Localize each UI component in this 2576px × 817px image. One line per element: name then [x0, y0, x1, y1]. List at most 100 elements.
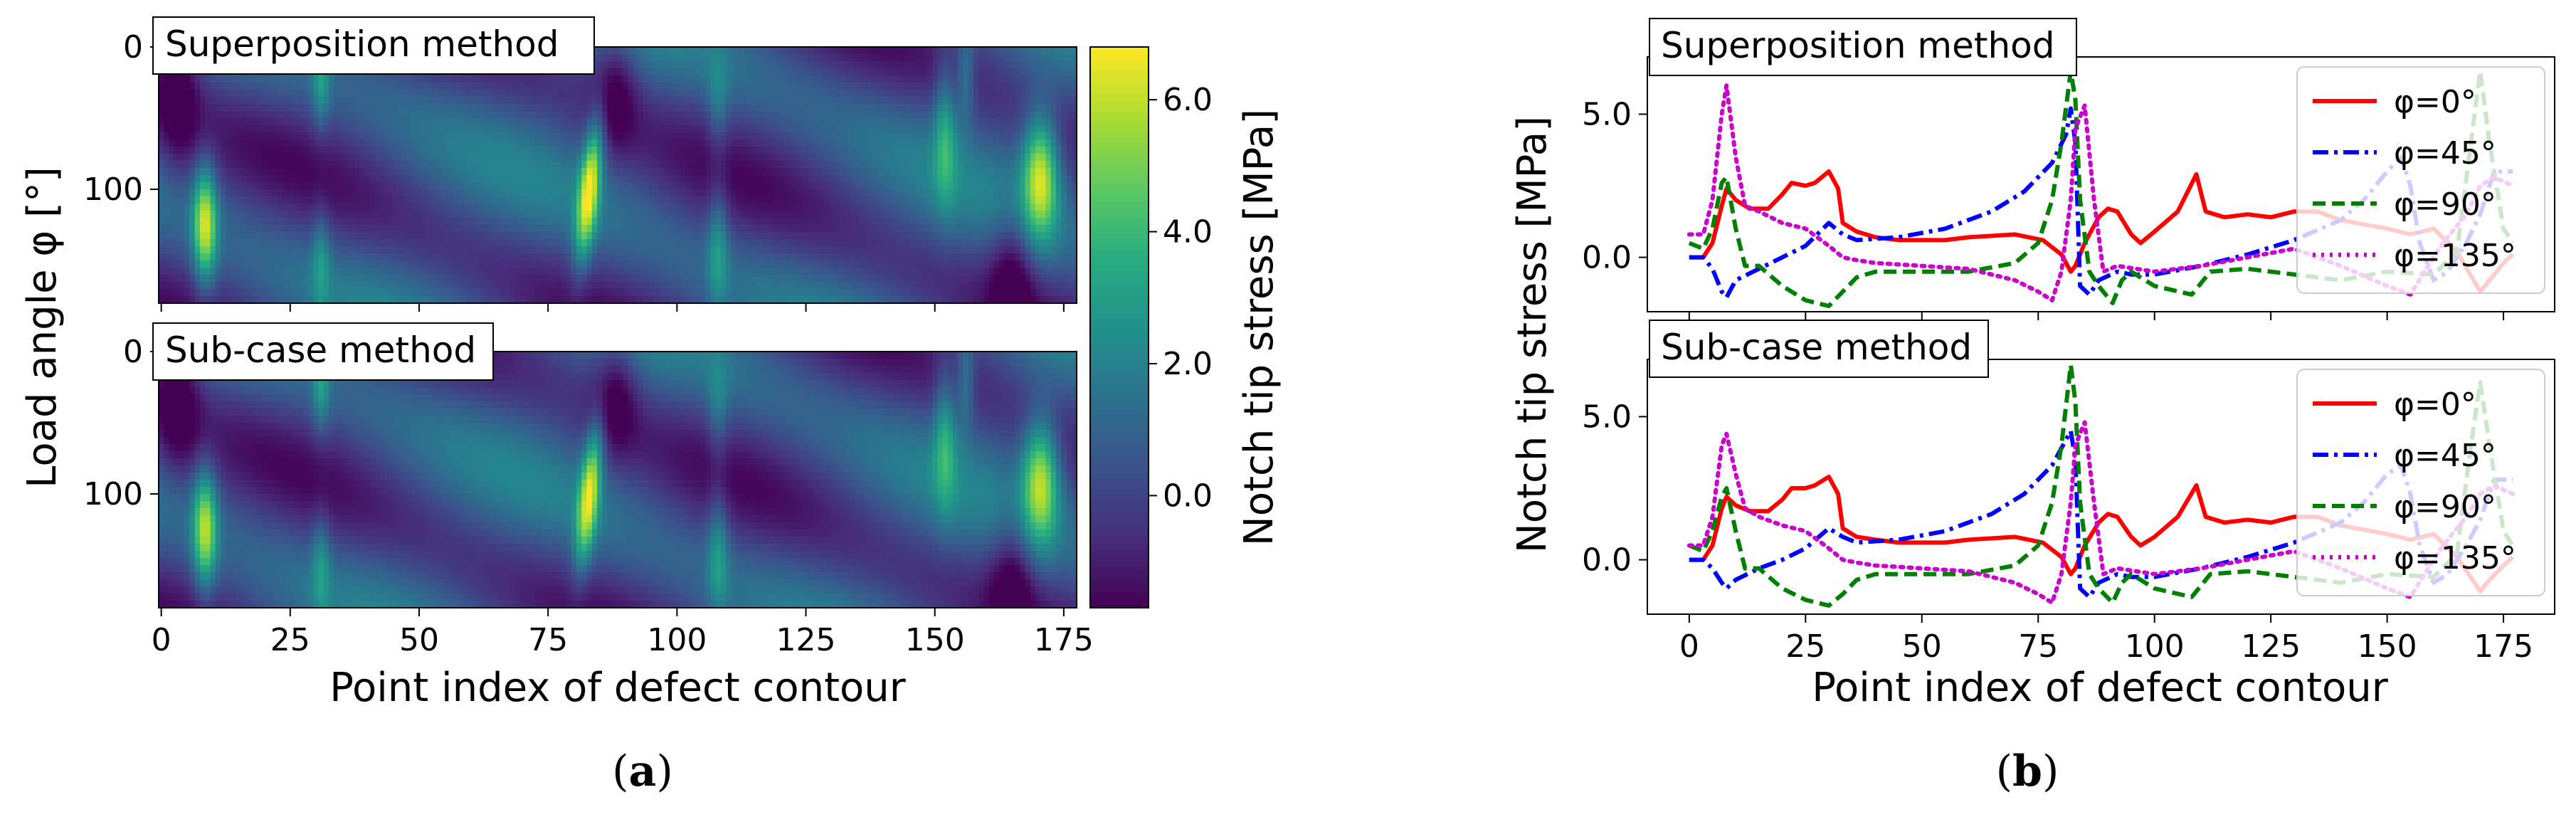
heatmap-cell: [937, 90, 944, 97]
heatmap-cell: [1071, 189, 1077, 197]
heatmap-cell: [912, 104, 917, 112]
heatmap-cell: [937, 161, 944, 169]
heatmap-cell: [354, 139, 361, 147]
heatmap-cell: [674, 204, 680, 211]
heatmap-cell: [1015, 161, 1020, 169]
heatmap-cell: [741, 83, 747, 90]
heatmap-cell: [391, 211, 396, 218]
heatmap-cell: [297, 90, 304, 97]
heatmap-cell: [891, 132, 897, 140]
heatmap-cell: [169, 104, 175, 112]
heatmap-cell: [782, 232, 788, 240]
heatmap-cell: [813, 132, 820, 140]
heatmap-cell: [731, 68, 737, 76]
heatmap-cell: [963, 61, 969, 69]
heatmap-cell: [664, 218, 670, 226]
heatmap-cell: [751, 125, 758, 133]
heatmap-cell: [628, 61, 634, 69]
heatmap-cell: [839, 204, 845, 211]
heatmap-cell: [937, 97, 944, 105]
heatmap-cell: [937, 218, 944, 226]
heatmap-cell: [545, 97, 551, 105]
heatmap-cell: [922, 154, 928, 162]
heatmap-cell: [839, 175, 845, 183]
heatmap-cell: [504, 232, 510, 240]
heatmap-cell: [302, 147, 309, 154]
heatmap-cell: [561, 125, 567, 133]
heatmap-cell: [705, 196, 712, 204]
heatmap-cell: [690, 97, 696, 105]
heatmap-cell: [726, 139, 732, 147]
heatmap-cell: [1066, 68, 1072, 76]
heatmap-cell: [917, 54, 923, 62]
heatmap-cell: [292, 211, 299, 218]
heatmap-cell: [891, 90, 897, 97]
heatmap-cell: [834, 204, 840, 211]
heatmap-cell: [612, 147, 618, 154]
heatmap-cell: [901, 97, 907, 105]
heatmap-cell: [329, 161, 335, 169]
heatmap-cell: [256, 239, 263, 247]
heatmap-cell: [529, 111, 536, 119]
heatmap-cell: [488, 196, 495, 204]
heatmap-cell: [885, 204, 892, 211]
heatmap-cell: [947, 68, 954, 76]
heatmap-cell: [664, 196, 670, 204]
heatmap-cell: [788, 147, 794, 154]
heatmap-cell: [700, 196, 706, 204]
heatmap-cell: [813, 204, 820, 211]
heatmap-cell: [380, 90, 386, 97]
heatmap-cell: [818, 125, 825, 133]
heatmap-cell: [855, 154, 861, 162]
heatmap-cell: [942, 147, 949, 154]
heatmap-cell: [302, 75, 309, 83]
heatmap-cell: [746, 204, 753, 211]
heatmap-cell: [391, 175, 396, 183]
heatmap-cell: [220, 218, 226, 226]
heatmap-cell: [618, 147, 623, 154]
heatmap-cell: [664, 118, 670, 126]
heatmap-cell: [829, 111, 835, 119]
heatmap-cell: [803, 104, 809, 112]
heatmap-cell: [1004, 61, 1010, 69]
heatmap-cell: [535, 111, 541, 119]
heatmap-cell: [705, 47, 712, 55]
heatmap-cell: [199, 196, 206, 204]
heatmap-cell: [220, 161, 226, 169]
heatmap-cell: [839, 182, 845, 190]
heatmap-cell: [720, 175, 727, 183]
heatmap-cell: [782, 239, 788, 247]
heatmap-cell: [880, 189, 887, 197]
heatmap-cell: [602, 189, 608, 197]
heatmap-cell: [272, 104, 278, 112]
heatmap-cell: [220, 139, 226, 147]
heatmap-cell: [1025, 168, 1031, 176]
heatmap-cell: [710, 154, 717, 162]
heatmap-cell: [442, 104, 448, 112]
heatmap-cell: [855, 147, 861, 154]
heatmap-cell: [246, 204, 253, 211]
heatmap-cell: [628, 154, 634, 162]
heatmap-cell: [251, 132, 258, 140]
heatmap-cell: [550, 204, 556, 211]
heatmap-cell: [231, 83, 237, 90]
heatmap-cell: [463, 139, 469, 147]
heatmap-cell: [1045, 90, 1052, 97]
heatmap-cell: [793, 68, 799, 76]
heatmap-cell: [808, 168, 814, 176]
heatmap-cell: [927, 196, 933, 204]
heatmap-cell: [942, 239, 949, 247]
heatmap-cell: [215, 168, 221, 176]
heatmap-cell: [468, 218, 474, 226]
heatmap-cell: [756, 168, 763, 176]
heatmap-cell: [731, 61, 737, 69]
heatmap-cell: [741, 232, 747, 240]
heatmap-cell: [442, 168, 448, 176]
heatmap-cell: [556, 232, 561, 240]
heatmap-cell: [411, 168, 417, 176]
heatmap-cell: [813, 54, 820, 62]
heatmap-cell: [772, 189, 778, 197]
heatmap-cell: [179, 90, 185, 97]
heatmap-cell: [504, 211, 510, 218]
heatmap-cell: [179, 111, 185, 119]
